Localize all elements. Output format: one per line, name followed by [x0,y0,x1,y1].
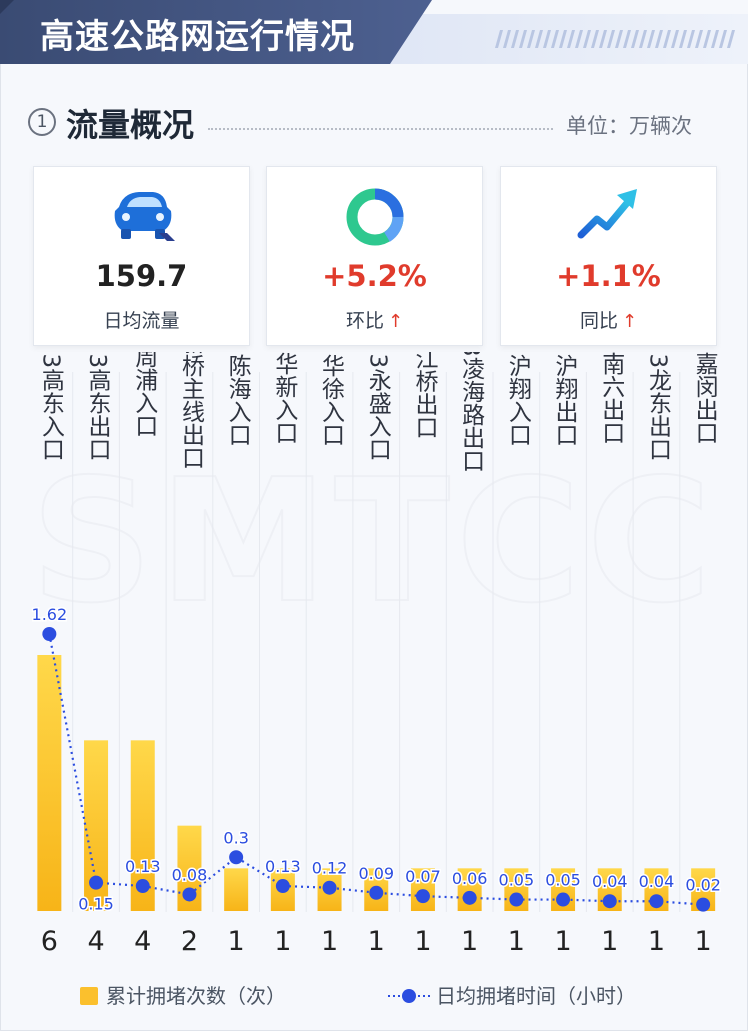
mom-label-text: 环比 [345,310,384,332]
mom-label: 环比 ↑ [267,306,482,333]
category-label: S26华新入口 [271,352,299,444]
line-point [602,894,617,909]
legend-item-bar: 累计拥堵次数（次） [80,980,286,1009]
header-banner [0,0,748,64]
bar-count-label: 1 [508,926,525,957]
line-point [135,879,150,894]
line-point [509,892,524,907]
point-label: 0.12 [312,859,348,878]
point-label: 0.08 [172,865,208,884]
line-point [556,892,571,907]
page-title: 高速公路网运行情况 [40,17,355,57]
daily-flow-value: 159.7 [95,259,188,293]
point-label: 0.06 [452,869,488,888]
point-label: 0.05 [499,871,535,890]
unit-label: 单位：万辆次 [566,114,692,138]
watermark: SMTCC [30,443,717,641]
point-label: 0.04 [639,872,675,891]
line-point [696,897,711,912]
bar-count-label: 4 [134,926,151,957]
bar-count-label: 1 [414,926,431,957]
point-label: 0.02 [685,876,721,895]
bar-count-label: 2 [181,926,198,957]
stat-card-yoy: +1.1% 同比 ↑ [500,166,717,346]
daily-flow-label: 日均流量 [103,310,180,332]
bar-count-label: 6 [41,926,58,957]
ring-icon [346,188,403,246]
category-label: G40陈海入口 [224,352,252,446]
arrow-up-icon: ↑ [387,311,404,332]
category-label: G1503永盛入口 [364,352,392,460]
category-label: S32嘉闵出口 [691,352,719,444]
category-label: G1503高东入口 [37,352,65,460]
category-label: S32南六出口 [598,352,625,444]
point-label: 0.09 [358,864,394,883]
bar-count-label: 1 [321,926,338,957]
point-label: 0.15 [78,895,114,914]
point-label: 0.07 [405,867,441,886]
bar-count-label: 1 [228,926,245,957]
yoy-value: +1.1% [556,259,661,293]
yoy-label-text: 同比 [579,310,618,332]
category-label: G15华徐入口 [318,352,346,446]
bar [37,655,62,911]
mom-value: +5.2% [322,259,427,293]
category-label: G1503高东出口 [84,352,111,460]
point-label: 0.13 [265,857,301,876]
legend-swatch-bar [80,987,98,1005]
bar-count-label: 1 [554,926,571,957]
point-label: 0.3 [223,828,248,847]
category-label: S3周浦入口 [131,352,159,437]
section-number-badge: 1 [28,108,56,136]
category-label: G15沪翔入口 [504,352,532,446]
point-label: 0.04 [592,872,628,891]
car-icon [114,192,175,241]
bar-count-label: 1 [695,926,712,957]
category-label: G2江桥出口 [411,352,439,438]
category-label: G1503龙东出口 [644,352,672,460]
category-label: G60新桥主线出口 [177,352,205,469]
legend-label-line: 日均拥堵时间（小时） [436,984,636,1008]
section-divider [208,128,553,130]
bar-count-label: 1 [648,926,665,957]
legend-label-bar: 累计拥堵次数（次） [106,984,286,1008]
stat-card-daily-flow: 159.7 日均流量 [33,166,250,346]
section-title: 流量概况 [66,106,195,144]
bar-count-label: 1 [368,926,385,957]
arrow-up-icon: ↑ [621,311,638,332]
point-label: 1.62 [32,605,68,624]
line-point [415,889,430,904]
point-label: 0.05 [545,871,581,890]
line-point [42,627,57,641]
line-point [229,850,244,865]
bar [224,868,249,911]
bar-count-label: 4 [87,926,104,957]
line-point [369,885,384,900]
line-point [182,887,197,902]
line-point [649,894,664,909]
point-label: 0.13 [125,857,161,876]
yoy-label: 同比 ↑ [501,306,716,333]
line-point [89,875,104,890]
line-point [462,890,477,905]
line-point [322,880,337,895]
legend-item-line: 日均拥堵时间（小时） [388,980,636,1009]
legend-swatch-line [388,989,430,1003]
stat-card-mom: +5.2% 环比 ↑ [266,166,483,346]
bar-count-label: 1 [274,926,291,957]
trend-up-icon [577,189,637,239]
bar-count-label: 1 [461,926,478,957]
category-label: G1503凌海路出口 [458,352,486,472]
category-label: G15沪翔出口 [551,352,579,446]
bar-count-label: 1 [601,926,618,957]
line-point [275,879,290,894]
